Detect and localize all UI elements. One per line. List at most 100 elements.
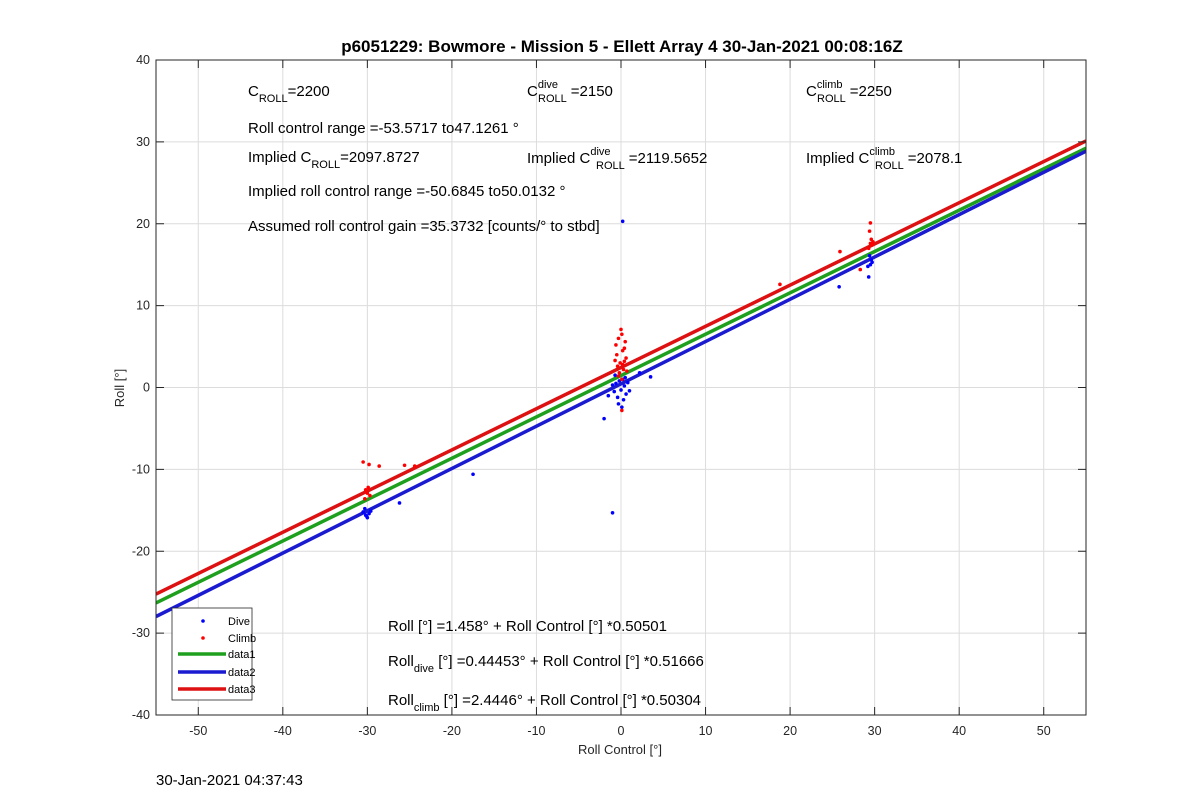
point-climb — [367, 462, 371, 467]
legend-label-dive: Dive — [228, 616, 250, 628]
gain-annotation: Assumed roll control gain =35.3732 [coun… — [248, 218, 600, 235]
y-tick-label: 0 — [143, 381, 150, 395]
point-dive — [616, 402, 621, 406]
point-dive — [471, 472, 475, 477]
y-tick-label: -20 — [132, 544, 150, 558]
point-climb — [838, 249, 842, 254]
y-axis-label: Roll [°] — [112, 369, 127, 407]
point-dive — [870, 260, 874, 265]
point-climb — [619, 327, 623, 332]
point-dive — [364, 514, 369, 518]
point-climb — [871, 239, 875, 244]
chart-title: p6051229: Bowmore - Mission 5 - Ellett A… — [341, 37, 903, 56]
legend-marker-climb — [201, 636, 205, 640]
x-tick-label: -50 — [189, 724, 207, 738]
x-tick-label: 0 — [618, 724, 625, 738]
point-climb — [616, 374, 621, 378]
point-climb — [615, 364, 620, 369]
y-tick-label: 30 — [136, 135, 150, 149]
point-climb — [868, 221, 873, 225]
point-dive — [625, 380, 630, 385]
implied-range-annotation: Implied roll control range =-50.6845 to5… — [248, 183, 565, 200]
fit-line-data1 — [156, 146, 1086, 605]
c-roll-annotation: CROLL=2200 — [248, 83, 330, 105]
point-climb — [867, 229, 872, 233]
point-dive — [368, 509, 373, 513]
point-dive — [623, 375, 628, 380]
x-axis-label: Roll Control [°] — [578, 742, 662, 757]
point-climb — [858, 267, 863, 272]
y-tick-label: 40 — [136, 53, 150, 67]
y-tick-label: -40 — [132, 708, 150, 722]
y-tick-label: -30 — [132, 626, 150, 640]
legend-label-data2: data2 — [228, 667, 256, 679]
point-climb — [613, 358, 617, 363]
point-climb — [625, 369, 629, 373]
point-climb — [614, 343, 618, 347]
x-tick-label: -40 — [274, 724, 292, 738]
implied-c-roll-climb-annotation: Implied Cclimb ROLL =2078.1 — [806, 146, 962, 172]
x-tick-label: -30 — [358, 724, 376, 738]
point-climb — [620, 408, 624, 413]
point-dive — [866, 264, 870, 269]
point-dive — [637, 370, 642, 375]
point-climb — [624, 356, 628, 360]
point-dive — [612, 389, 617, 394]
point-climb — [778, 282, 782, 287]
c-roll-dive-annotation: Cdive ROLL =2150 — [527, 79, 613, 105]
timestamp-footer: 30-Jan-2021 04:37:43 — [156, 772, 303, 789]
legend-label-climb: Climb — [228, 633, 256, 645]
point-climb — [363, 488, 368, 492]
y-tick-label: -10 — [132, 462, 150, 476]
point-dive — [397, 501, 402, 505]
fit-climb-equation: Rollclimb [°] =2.4446° + Roll Control [°… — [388, 692, 701, 714]
x-tick-label: 50 — [1037, 724, 1051, 738]
y-tick-label: 20 — [136, 217, 150, 231]
implied-c-roll-annotation: Implied CROLL=2097.8727 — [248, 149, 420, 171]
fit-lines — [156, 139, 1086, 619]
point-climb — [870, 243, 874, 247]
point-climb — [614, 352, 619, 357]
point-dive — [614, 381, 618, 386]
legend-label-data1: data1 — [228, 649, 256, 661]
fit-dive-equation: Rolldive [°] =0.44453° + Roll Control [°… — [388, 653, 704, 675]
point-dive — [602, 416, 606, 421]
x-tick-label: 40 — [952, 724, 966, 738]
point-climb — [620, 362, 625, 367]
point-climb — [620, 377, 624, 382]
data-points — [361, 219, 875, 520]
implied-c-roll-dive-annotation: Implied Cdive ROLL =2119.5652 — [527, 146, 707, 172]
point-climb — [361, 460, 365, 464]
legend-marker-dive — [201, 619, 205, 623]
point-dive — [619, 388, 623, 392]
roll-range-annotation: Roll control range =-53.5717 to47.1261 ° — [248, 120, 519, 137]
point-dive — [606, 393, 611, 398]
point-dive — [620, 219, 625, 224]
point-climb — [623, 339, 628, 344]
legend: Dive Climb data1 data2 data3 — [171, 607, 256, 701]
point-dive — [610, 383, 615, 387]
point-climb — [363, 497, 367, 501]
fit-all-equation: Roll [°] =1.458° + Roll Control [°] *0.5… — [388, 618, 667, 635]
fit-line-data3 — [156, 139, 1086, 596]
point-dive — [363, 506, 367, 511]
point-dive — [627, 388, 632, 393]
point-dive — [610, 510, 615, 515]
point-climb — [620, 332, 624, 337]
point-dive — [615, 395, 620, 400]
point-climb — [365, 491, 370, 495]
point-climb — [368, 493, 372, 498]
point-dive — [648, 375, 653, 379]
point-dive — [837, 284, 841, 289]
x-tick-label: 20 — [783, 724, 797, 738]
point-dive — [620, 405, 624, 409]
point-dive — [361, 510, 365, 514]
x-tick-label: 10 — [699, 724, 713, 738]
point-dive — [622, 384, 627, 388]
point-climb — [366, 485, 371, 490]
x-tick-label: -10 — [527, 724, 545, 738]
point-climb — [622, 346, 627, 351]
y-tick-label: 10 — [136, 299, 150, 313]
point-dive — [624, 392, 628, 396]
